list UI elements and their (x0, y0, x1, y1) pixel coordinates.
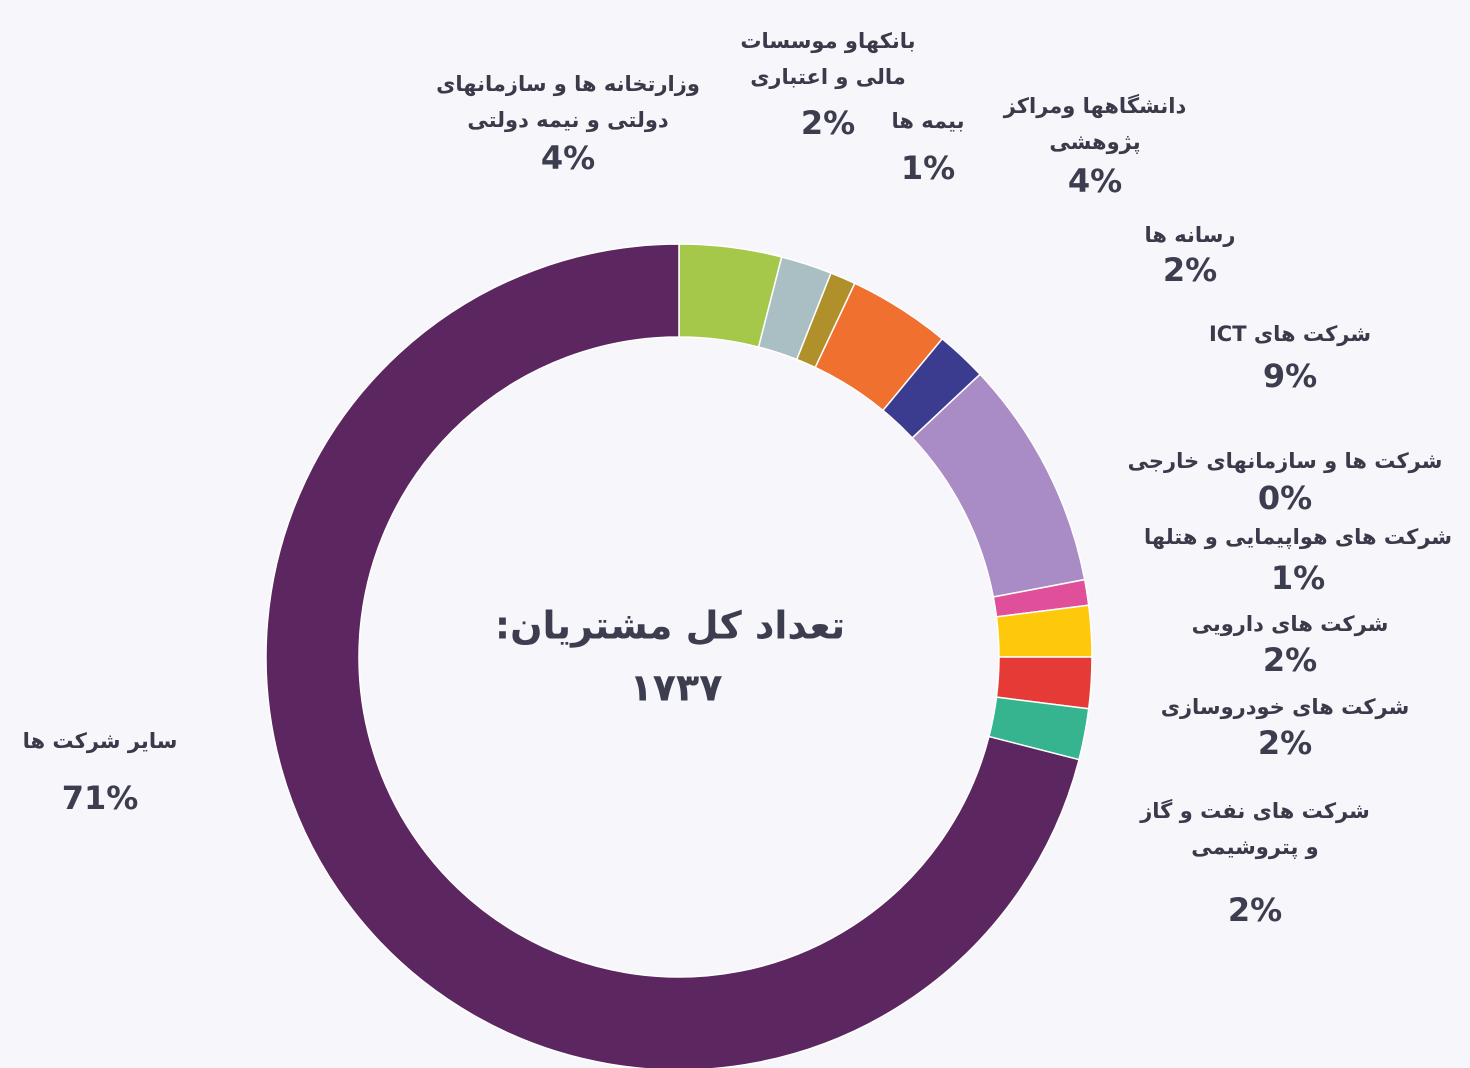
value-label: 0% (1258, 479, 1312, 517)
value-label: 9% (1263, 357, 1317, 395)
value-label: 4% (541, 139, 595, 177)
slice-label: و پتروشیمی (1191, 835, 1319, 859)
value-label: 2% (1263, 641, 1317, 679)
slice-label: شرکت های دارویی (1192, 612, 1389, 636)
center-title: تعداد کل مشتریان: (495, 604, 845, 648)
slice-label: بانکهاو موسسات (740, 29, 915, 53)
slice-label: رسانه ها (1144, 223, 1235, 247)
slice-label: شرکت های هواپیمایی و هتلها (1144, 525, 1452, 549)
slice-label: شرکت های نفت و گاز (1139, 798, 1370, 823)
slice-label: سایر شرکت ها (23, 729, 178, 753)
slice-label: بیمه ها (891, 109, 964, 133)
slice-label: دانشگاهها ومراکز (1003, 93, 1187, 118)
value-label: 1% (1271, 559, 1325, 597)
center-value: ۱۷۳۷ (630, 666, 723, 710)
value-label: 2% (1258, 724, 1312, 762)
value-label: 2% (1228, 891, 1282, 929)
value-label: 71% (62, 779, 139, 817)
value-label: 1% (901, 149, 955, 187)
value-label: 2% (801, 104, 855, 142)
donut-slice (265, 243, 1080, 1068)
slice-label: وزارتخانه ها و سازمانهای (436, 72, 700, 96)
slice-label: مالی و اعتباری (750, 65, 906, 89)
value-label: 4% (1068, 162, 1122, 200)
slice-label: شرکت های ICT (1209, 322, 1371, 346)
slice-label: پژوهشی (1049, 130, 1140, 154)
slice-label: دولتی و نیمه دولتی (467, 108, 669, 132)
slice-label: شرکت ها و سازمانهای خارجی (1128, 449, 1443, 473)
value-label: 2% (1163, 251, 1217, 289)
slice-label: شرکت های خودروسازی (1161, 695, 1410, 719)
